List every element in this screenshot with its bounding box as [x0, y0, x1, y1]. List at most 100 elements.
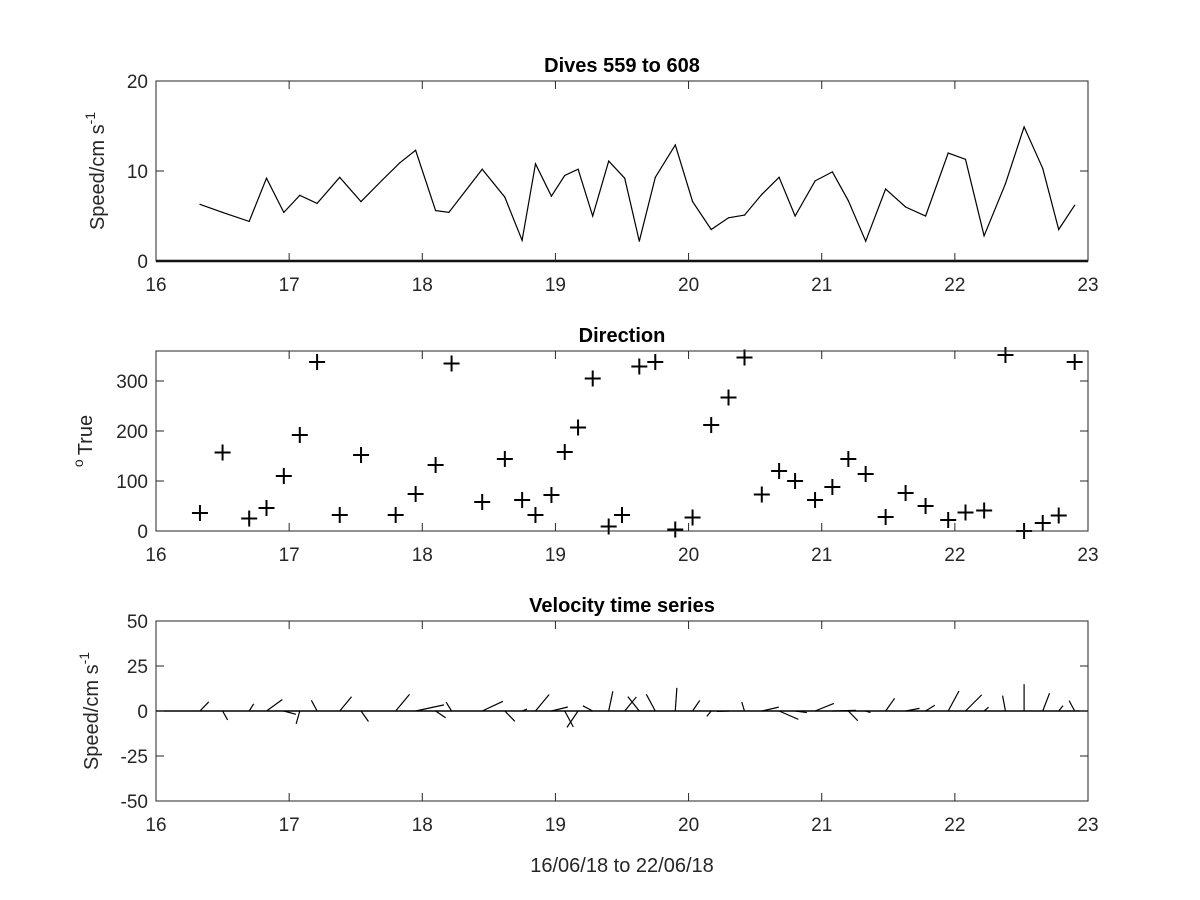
- direction-marker: [584, 370, 601, 387]
- direction-marker: [1066, 354, 1083, 370]
- velocity-stick: [566, 710, 579, 728]
- x-tick-label: 16: [145, 815, 166, 836]
- x-tick-label: 18: [412, 815, 433, 836]
- speed-panel: Dives 559 to 608 16 17 18 19 20 21 22 23 0 10 20 S…: [82, 55, 1099, 296]
- velocity-stick: [965, 694, 983, 712]
- velocity-stick: [248, 703, 255, 712]
- y-tick-label: 200: [116, 422, 148, 443]
- direction-marker: [753, 486, 770, 503]
- speed-point: [847, 200, 849, 202]
- x-tick-label: 22: [944, 545, 965, 566]
- direction-marker: [514, 492, 531, 508]
- direction-marker: [214, 444, 231, 461]
- velocity-stick: [1068, 700, 1076, 712]
- velocity-stick: [481, 700, 504, 712]
- x-tick-label: 16: [145, 545, 166, 566]
- velocity-stick: [885, 697, 896, 712]
- direction-marker: [720, 389, 737, 406]
- speed-point: [710, 228, 712, 231]
- speed-point: [592, 215, 594, 217]
- y-tick-label: 20: [127, 72, 148, 93]
- direction-marker-layer: [191, 347, 1083, 539]
- speed-point: [360, 201, 362, 203]
- speed-series-line: [199, 125, 1076, 243]
- x-tick-label: 18: [412, 275, 433, 296]
- velocity-stick: [266, 699, 283, 712]
- direction-marker: [527, 507, 544, 523]
- velocity-stick: [295, 710, 301, 725]
- y-tick-label: 300: [116, 372, 148, 393]
- velocity-stick: [415, 704, 445, 712]
- speed-line-layer: [156, 125, 1088, 263]
- velocity-stick: [1001, 695, 1007, 712]
- x-tick-label: 19: [545, 545, 566, 566]
- x-tick-label: 22: [944, 815, 965, 836]
- velocity-stick: [222, 710, 229, 721]
- speed-point: [199, 203, 201, 205]
- speed-point: [624, 177, 626, 179]
- direction-axes-ticks: 16 17 18 19 20 21 22 23 0 100 200 300: [116, 351, 1099, 566]
- direction-marker: [824, 479, 841, 495]
- speed-point: [904, 206, 907, 208]
- y-tick-label: 0: [137, 702, 148, 723]
- direction-marker: [543, 487, 560, 503]
- direction-marker: [787, 473, 804, 489]
- direction-panel-title: Direction: [579, 325, 666, 347]
- speed-point: [435, 210, 437, 212]
- speed-point: [924, 215, 927, 217]
- y-tick-label: 50: [127, 612, 148, 633]
- velocity-stick: [645, 694, 656, 712]
- x-tick-label: 23: [1077, 815, 1098, 836]
- speed-point: [743, 214, 746, 216]
- speed-point: [550, 195, 553, 197]
- velocity-stick: [925, 704, 936, 712]
- velocity-stick: [534, 694, 550, 712]
- direction-y-axis-label: oTrue: [70, 415, 97, 467]
- direction-marker: [1034, 515, 1051, 531]
- speed-point: [504, 196, 506, 198]
- direction-marker: [427, 457, 444, 473]
- speed-point: [265, 177, 268, 179]
- y-tick-label: -50: [121, 792, 148, 813]
- x-tick-label: 21: [811, 815, 832, 836]
- speed-y-axis-label: Speed/cm s-1: [82, 112, 109, 230]
- velocity-stick: [983, 706, 989, 712]
- velocity-stick: [283, 710, 297, 715]
- velocity-stick: [445, 701, 453, 712]
- speed-point: [399, 162, 401, 164]
- speed-axes-ticks: 16 17 18 19 20 21 22 23 0 10 20: [127, 72, 1099, 296]
- velocity-stick: [435, 710, 446, 719]
- direction-marker: [291, 427, 308, 443]
- direction-marker: [474, 494, 491, 510]
- velocity-stick: [1058, 705, 1064, 712]
- speed-point: [964, 158, 967, 160]
- velocity-stick: [795, 710, 807, 714]
- speed-point: [521, 239, 523, 241]
- velocity-stick: [608, 691, 614, 712]
- velocity-panel: Velocity time series 16 17 18 19 20 21 22 23 -50…: [76, 595, 1099, 836]
- speed-point: [761, 193, 763, 195]
- speed-point: [674, 144, 676, 146]
- direction-marker: [331, 507, 348, 523]
- speed-point: [221, 211, 224, 213]
- direction-marker: [556, 444, 573, 460]
- direction-panel: Direction 16 17 18 19 20 21 22 23 0 100 200 300 oTr…: [70, 325, 1099, 566]
- direction-marker: [631, 358, 648, 375]
- speed-point: [885, 188, 887, 190]
- y-tick-label: 25: [127, 657, 148, 678]
- velocity-stick: [706, 710, 712, 717]
- velocity-stick: [360, 710, 369, 722]
- direction-marker: [917, 498, 934, 514]
- speed-point: [415, 149, 417, 151]
- direction-marker: [241, 510, 258, 527]
- velocity-stick: [339, 696, 353, 712]
- velocity-stick: [395, 693, 410, 712]
- direction-marker: [353, 447, 370, 463]
- velocity-stick: [865, 710, 871, 714]
- velocity-axes-ticks: 16 17 18 19 20 21 22 23 -50 -25 0 25 50: [121, 612, 1099, 836]
- velocity-stick: [627, 696, 640, 712]
- velocity-stick: [741, 701, 746, 712]
- direction-marker: [840, 451, 857, 467]
- velocity-stick: [504, 710, 516, 722]
- speed-point: [1042, 167, 1044, 169]
